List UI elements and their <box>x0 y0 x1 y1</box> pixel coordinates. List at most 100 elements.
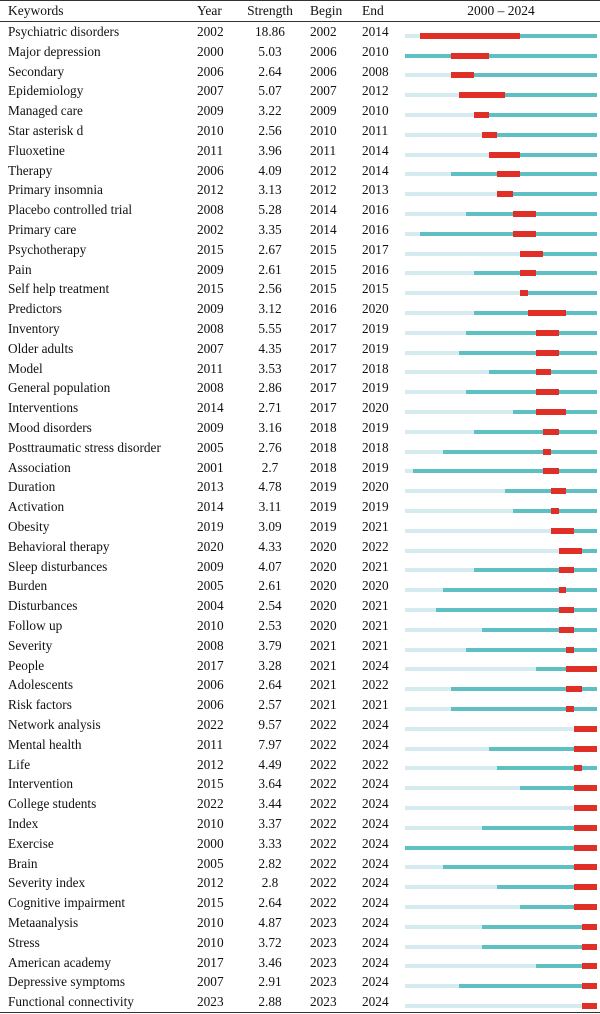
table-row: General population 2008 2.86 2017 2019 <box>0 379 600 399</box>
begin-cell: 2015 <box>310 261 337 277</box>
strength-cell: 2.56 <box>258 123 282 138</box>
timeline-active-segment <box>443 865 597 870</box>
strength-cell: 4.09 <box>258 162 282 178</box>
table-row: American academy 2017 3.46 2023 2024 <box>0 954 600 974</box>
begin-cell: 2019 <box>310 479 337 495</box>
year-cell: 2006 <box>197 677 224 693</box>
timeline-track <box>405 864 597 871</box>
timeline-track <box>405 112 597 119</box>
strength-cell: 5.28 <box>258 202 282 218</box>
header-rule <box>0 21 600 22</box>
timeline-active-segment <box>474 271 597 276</box>
begin-cell: 2020 <box>310 538 337 554</box>
timeline-active-segment <box>520 251 597 256</box>
begin-cell: 2009 <box>310 103 337 119</box>
keyword-cell: Pain <box>8 261 32 277</box>
burst-bar <box>558 607 574 614</box>
burst-bar <box>489 151 521 158</box>
burst-bar <box>573 904 597 911</box>
year-cell: 2008 <box>197 380 224 396</box>
table-row: Primary insomnia 2012 3.13 2012 2013 <box>0 181 600 201</box>
timeline-active-segment <box>466 390 597 395</box>
year-cell: 2007 <box>197 340 224 356</box>
table-row: Pain 2009 2.61 2015 2016 <box>0 261 600 281</box>
year-cell: 2002 <box>197 222 224 237</box>
burst-bar <box>543 468 559 475</box>
timeline-active-segment <box>443 588 597 593</box>
timeline-active-segment <box>489 152 597 157</box>
keyword-cell: Risk factors <box>8 697 72 713</box>
year-cell: 2009 <box>197 301 224 317</box>
table-row: Exercise 2000 3.33 2022 2024 <box>0 835 600 855</box>
end-cell: 2021 <box>362 519 389 534</box>
begin-cell: 2017 <box>310 380 337 396</box>
begin-cell: 2023 <box>310 954 337 970</box>
year-cell: 2009 <box>197 420 224 435</box>
timeline-faint-segment <box>405 707 452 712</box>
timeline-active-segment <box>451 73 597 78</box>
timeline-track <box>405 884 597 891</box>
end-cell: 2016 <box>362 222 389 237</box>
timeline-faint-segment <box>405 548 559 553</box>
year-cell: 2002 <box>197 24 224 39</box>
year-cell: 2022 <box>197 717 224 732</box>
year-cell: 2015 <box>197 895 224 911</box>
keyword-cell: Stress <box>8 934 40 950</box>
timeline-track <box>405 151 597 158</box>
timeline-track <box>405 963 597 970</box>
timeline-faint-segment <box>405 73 452 78</box>
year-cell: 2007 <box>197 974 224 990</box>
burst-bar <box>527 310 567 317</box>
strength-cell: 2.8 <box>261 875 279 891</box>
timeline-track <box>405 230 597 237</box>
table-row: Self help treatment 2015 2.56 2015 2015 <box>0 280 600 300</box>
burst-bar <box>573 824 597 831</box>
strength-cell: 3.96 <box>258 142 282 158</box>
timeline-faint-segment <box>405 152 490 157</box>
end-cell: 2016 <box>362 202 389 218</box>
burst-bar <box>451 72 475 79</box>
table-row: Psychiatric disorders 2002 18.86 2002 2014 <box>0 23 600 43</box>
header-timeline: 2000 – 2024 <box>467 3 535 18</box>
timeline-track <box>405 725 597 732</box>
strength-cell: 2.64 <box>258 677 282 693</box>
timeline-active-segment <box>474 113 597 118</box>
keyword-cell: Metaanalysis <box>8 915 79 930</box>
table-row: Obesity 2019 3.09 2019 2021 <box>0 518 600 538</box>
end-cell: 2020 <box>362 400 389 416</box>
keyword-cell: Brain <box>8 855 38 871</box>
keyword-cell: Index <box>8 816 39 831</box>
year-cell: 2019 <box>197 519 224 534</box>
strength-cell: 3.53 <box>258 360 282 376</box>
timeline-faint-segment <box>405 647 467 652</box>
begin-cell: 2022 <box>310 736 337 752</box>
end-cell: 2020 <box>362 578 389 594</box>
keyword-cell: Managed care <box>8 103 83 119</box>
year-cell: 2011 <box>197 736 224 752</box>
end-cell: 2024 <box>362 994 389 1010</box>
begin-cell: 2014 <box>310 202 337 218</box>
timeline-faint-segment <box>405 964 536 969</box>
burst-bar <box>581 963 597 970</box>
timeline-track <box>405 765 597 772</box>
year-cell: 2004 <box>197 598 224 614</box>
timeline-faint-segment <box>405 251 521 256</box>
keyword-cell: Disturbances <box>8 598 78 614</box>
strength-cell: 2.71 <box>258 400 282 416</box>
begin-cell: 2021 <box>310 637 337 653</box>
timeline-faint-segment <box>405 350 459 355</box>
timeline-track <box>405 409 597 416</box>
strength-cell: 3.72 <box>258 934 282 950</box>
end-cell: 2024 <box>362 934 389 950</box>
strength-cell: 5.03 <box>258 43 282 59</box>
burst-bar <box>573 765 582 772</box>
year-cell: 2005 <box>197 439 224 455</box>
header-year: Year <box>197 3 222 18</box>
keyword-cell: Duration <box>8 479 56 495</box>
table-row: Severity index 2012 2.8 2022 2024 <box>0 874 600 894</box>
end-cell: 2024 <box>362 776 389 792</box>
strength-cell: 3.46 <box>258 954 282 970</box>
year-cell: 2020 <box>197 538 224 554</box>
keyword-cell: Model <box>8 360 43 376</box>
year-cell: 2000 <box>197 835 224 851</box>
